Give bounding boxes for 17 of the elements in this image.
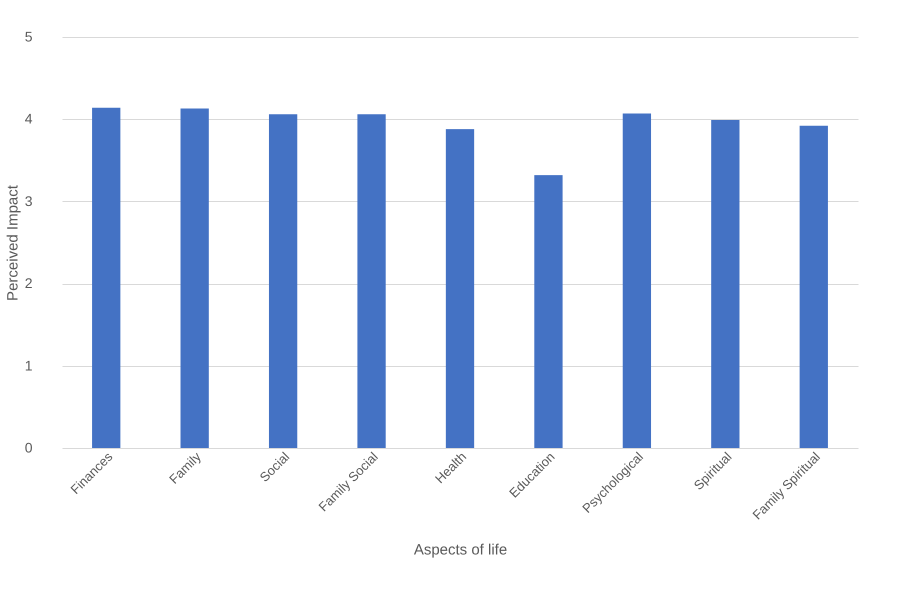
- bar: [180, 108, 209, 448]
- bar: [534, 175, 563, 448]
- y-tick-label: 3: [24, 192, 33, 209]
- bar: [92, 108, 120, 448]
- y-tick-label: 5: [24, 28, 33, 44]
- y-axis-title: Perceived Impact: [4, 184, 22, 301]
- bar: [446, 129, 474, 448]
- bar: [357, 114, 386, 448]
- y-tick-label: 0: [24, 440, 33, 456]
- bar: [800, 126, 828, 448]
- y-tick-label: 1: [24, 357, 33, 374]
- bar: [268, 114, 298, 448]
- y-tick-label: 2: [24, 275, 33, 292]
- y-tick-label: 4: [24, 110, 33, 127]
- bar: [711, 120, 740, 448]
- x-axis-title: Aspects of life: [414, 542, 508, 559]
- bar: [622, 113, 652, 448]
